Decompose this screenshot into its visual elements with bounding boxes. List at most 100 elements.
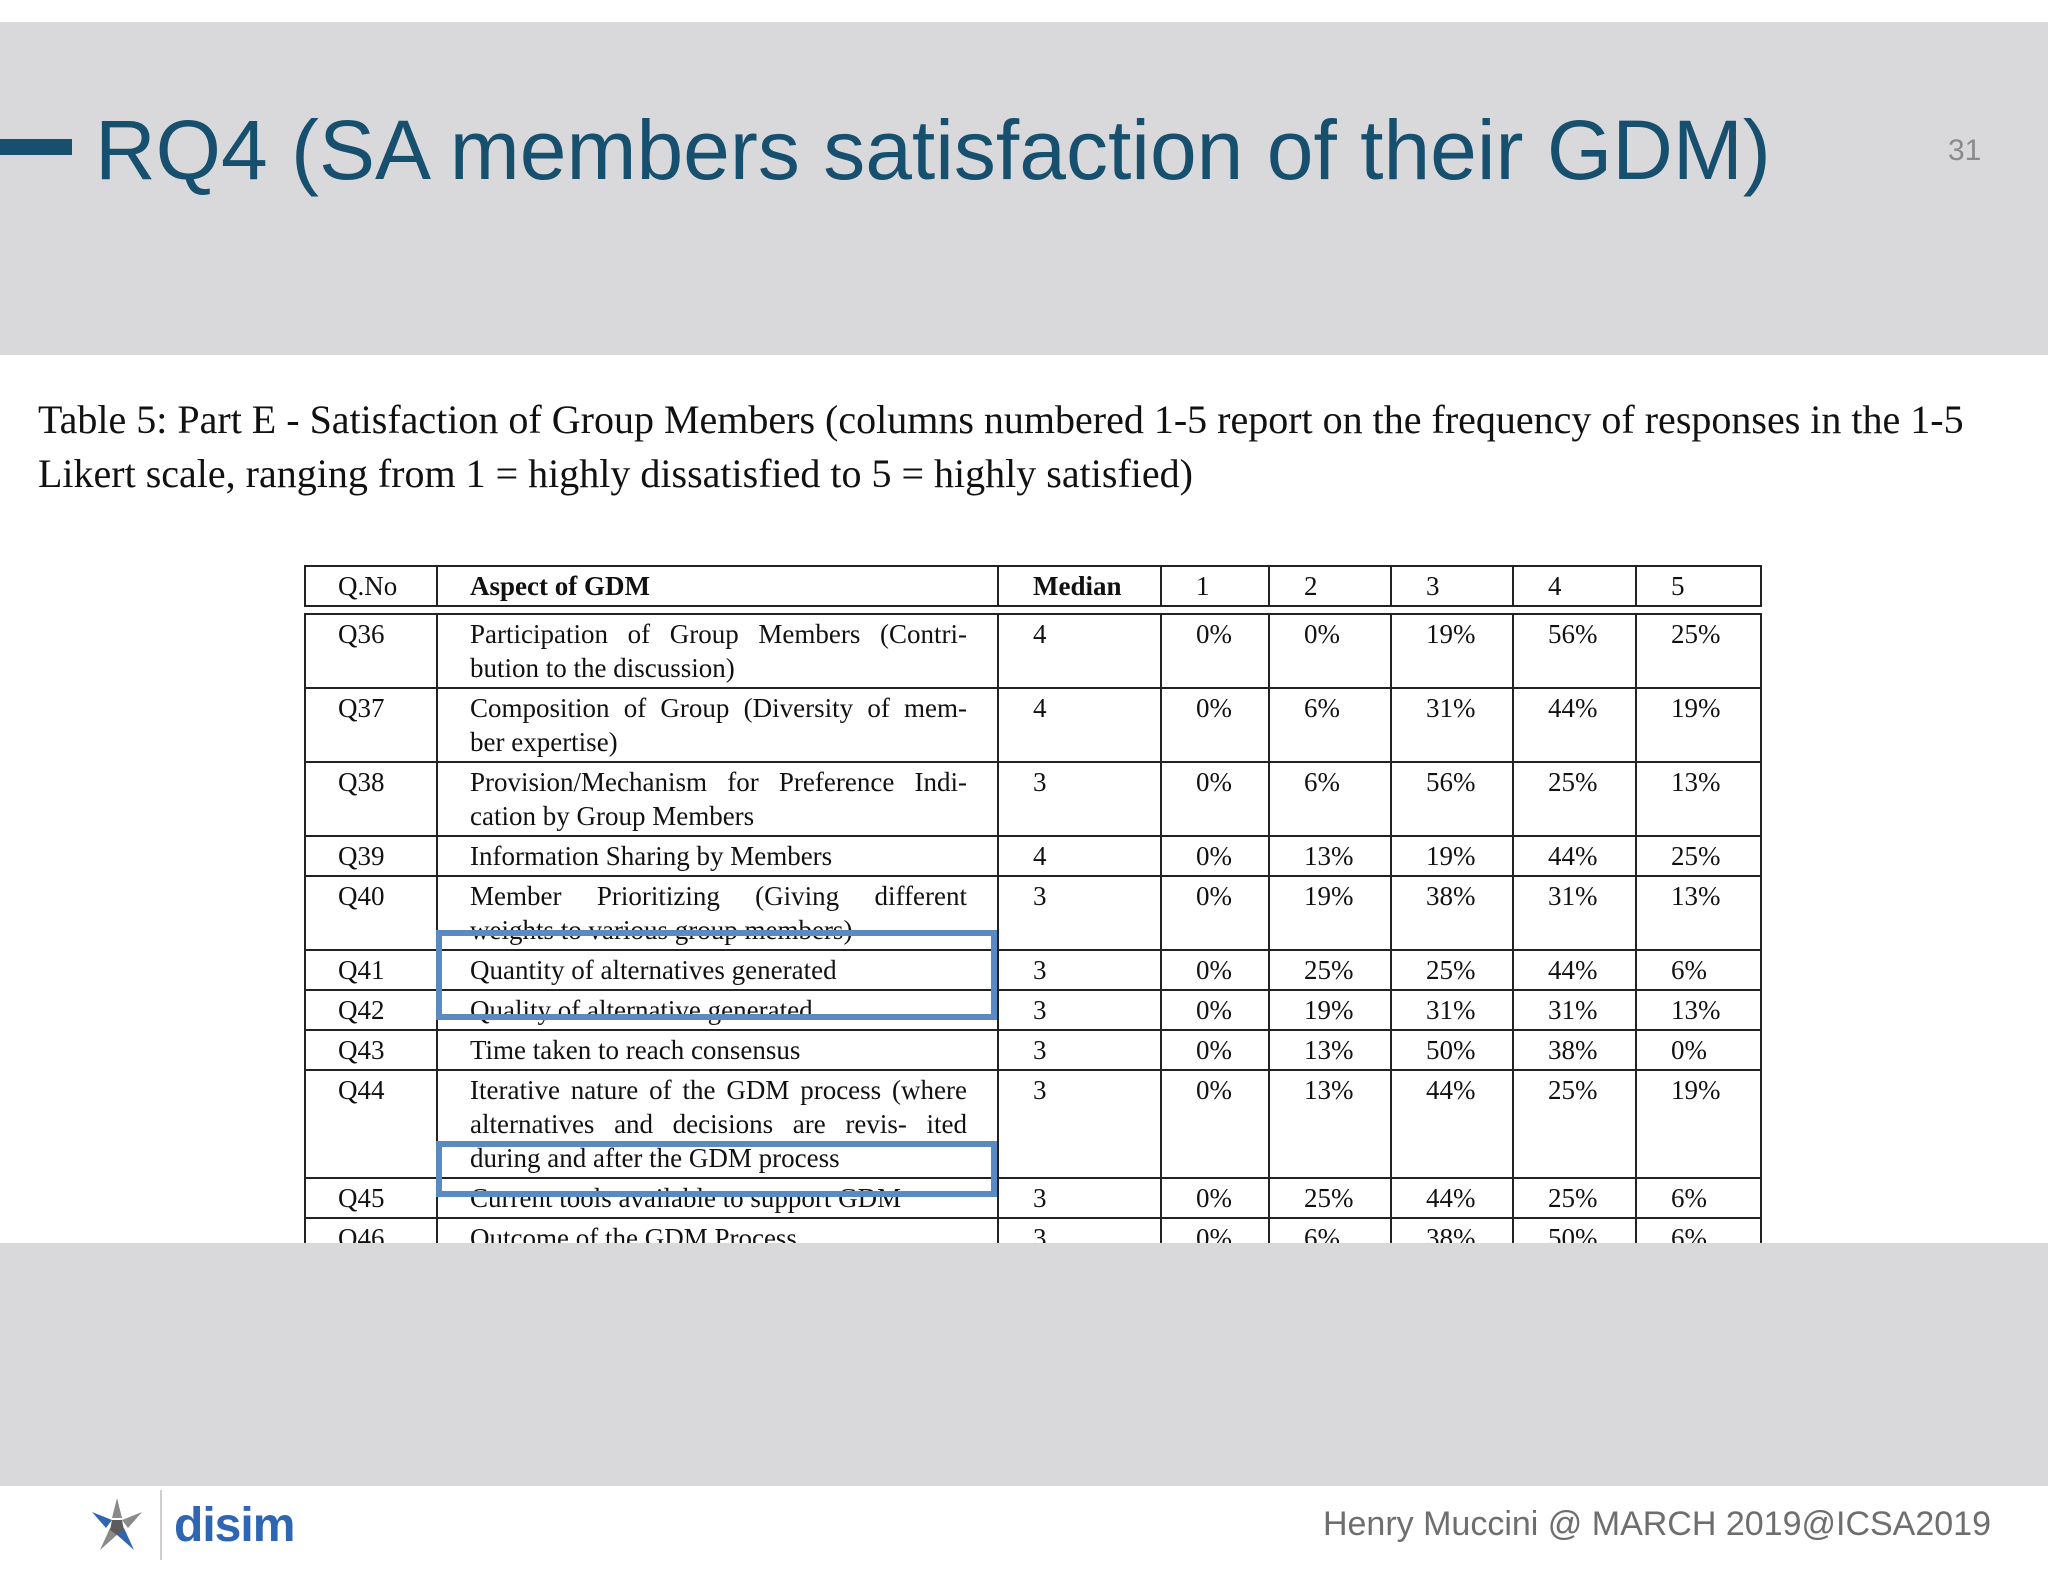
cell-qno: Q37 — [304, 687, 438, 763]
header-gap — [305, 605, 1761, 615]
header-likert-2: 2 — [1268, 565, 1392, 607]
satisfaction-table-wrapper: Q.No Aspect of GDM Median 1 2 3 4 5 Q36 … — [304, 565, 1762, 1259]
header-likert-5: 5 — [1635, 565, 1762, 607]
cell-median: 3 — [997, 1177, 1162, 1219]
cell-pct-2: 6% — [1268, 687, 1392, 763]
cell-qno: Q45 — [304, 1177, 438, 1219]
header-qno: Q.No — [304, 565, 438, 607]
cell-pct-4: 44% — [1512, 687, 1637, 763]
cell-pct-3: 25% — [1390, 949, 1514, 991]
cell-qno: Q42 — [304, 989, 438, 1031]
cell-pct-3: 50% — [1390, 1029, 1514, 1071]
table-caption: Table 5: Part E - Satisfaction of Group … — [38, 397, 1964, 496]
cell-pct-5: 0% — [1635, 1029, 1762, 1071]
cell-aspect: Provision/Mechanism for Preference Indi-… — [436, 761, 999, 837]
highlight-box-q41-q42 — [436, 930, 997, 1020]
cell-pct-2: 13% — [1268, 1029, 1392, 1071]
cell-pct-4: 56% — [1512, 613, 1637, 689]
cell-median: 3 — [997, 989, 1162, 1031]
cell-pct-4: 31% — [1512, 875, 1637, 951]
table-row: Q43 Time taken to reach consensus 3 0% 1… — [304, 1029, 1762, 1071]
cell-qno: Q38 — [304, 761, 438, 837]
cell-median: 3 — [997, 761, 1162, 837]
table-row: Q40 Member Prioritizing (Giving differen… — [304, 875, 1762, 951]
cell-pct-1: 0% — [1160, 1069, 1270, 1179]
cell-pct-2: 13% — [1268, 1069, 1392, 1179]
cell-pct-5: 25% — [1635, 613, 1762, 689]
cell-pct-1: 0% — [1160, 875, 1270, 951]
cell-aspect: Quantity of alternatives generated — [436, 949, 999, 991]
table-header-row: Q.No Aspect of GDM Median 1 2 3 4 5 — [304, 565, 1762, 607]
cell-pct-4: 25% — [1512, 1177, 1637, 1219]
header-likert-3: 3 — [1390, 565, 1514, 607]
cell-pct-2: 25% — [1268, 1177, 1392, 1219]
logo-divider — [160, 1490, 162, 1560]
cell-median: 3 — [997, 875, 1162, 951]
cell-pct-2: 13% — [1268, 835, 1392, 877]
cell-median: 4 — [997, 613, 1162, 689]
header-likert-1: 1 — [1160, 565, 1270, 607]
cell-aspect: Iterative nature of the GDM process (whe… — [436, 1069, 999, 1179]
cell-qno: Q36 — [304, 613, 438, 689]
cell-aspect: Time taken to reach consensus — [436, 1029, 999, 1071]
table-row: Q42 Quality of alternative generated 3 0… — [304, 989, 1762, 1031]
cell-qno: Q40 — [304, 875, 438, 951]
cell-pct-4: 44% — [1512, 835, 1637, 877]
cell-median: 3 — [997, 1029, 1162, 1071]
cell-pct-1: 0% — [1160, 1029, 1270, 1071]
cell-pct-2: 25% — [1268, 949, 1392, 991]
cell-pct-1: 0% — [1160, 949, 1270, 991]
cell-pct-5: 13% — [1635, 875, 1762, 951]
cell-median: 4 — [997, 687, 1162, 763]
cell-pct-3: 38% — [1390, 875, 1514, 951]
cell-aspect: Composition of Group (Diversity of mem- … — [436, 687, 999, 763]
cell-pct-2: 19% — [1268, 875, 1392, 951]
cell-aspect: Current tools available to support GDM — [436, 1177, 999, 1219]
cell-pct-1: 0% — [1160, 989, 1270, 1031]
header-aspect: Aspect of GDM — [436, 565, 999, 607]
table-row: Q36 Participation of Group Members (Cont… — [304, 613, 1762, 689]
top-strip — [0, 0, 2048, 22]
cell-pct-2: 6% — [1268, 761, 1392, 837]
slide-title: RQ4 (SA members satisfaction of their GD… — [95, 103, 1771, 197]
cell-median: 3 — [997, 949, 1162, 991]
satisfaction-table: Q.No Aspect of GDM Median 1 2 3 4 5 Q36 … — [304, 565, 1762, 1259]
cell-pct-3: 56% — [1390, 761, 1514, 837]
cell-aspect: Information Sharing by Members — [436, 835, 999, 877]
cell-pct-5: 6% — [1635, 949, 1762, 991]
header-median: Median — [997, 565, 1162, 607]
cell-pct-4: 25% — [1512, 1069, 1637, 1179]
cell-qno: Q43 — [304, 1029, 438, 1071]
table-row: Q39 Information Sharing by Members 4 0% … — [304, 835, 1762, 877]
cell-pct-2: 19% — [1268, 989, 1392, 1031]
slide-number: 31 — [1948, 134, 1982, 167]
table-row: Q38 Provision/Mechanism for Preference I… — [304, 761, 1762, 837]
cell-pct-3: 44% — [1390, 1177, 1514, 1219]
cell-pct-4: 31% — [1512, 989, 1637, 1031]
disim-logo: disim — [86, 1490, 295, 1560]
cell-pct-4: 38% — [1512, 1029, 1637, 1071]
title-accent-bar — [0, 139, 72, 155]
cell-qno: Q39 — [304, 835, 438, 877]
table-row: Q41 Quantity of alternatives generated 3… — [304, 949, 1762, 991]
table-row: Q44 Iterative nature of the GDM process … — [304, 1069, 1762, 1179]
table-row: Q45 Current tools available to support G… — [304, 1177, 1762, 1219]
logo-text: disim — [174, 1498, 295, 1552]
footer-credit: Henry Muccini @ MARCH 2019@ICSA2019 — [1322, 1505, 1991, 1543]
cell-pct-5: 13% — [1635, 989, 1762, 1031]
header-band — [0, 22, 2048, 355]
cell-pct-3: 31% — [1390, 989, 1514, 1031]
cell-pct-5: 13% — [1635, 761, 1762, 837]
cell-pct-1: 0% — [1160, 835, 1270, 877]
cell-pct-3: 31% — [1390, 687, 1514, 763]
header-likert-4: 4 — [1512, 565, 1637, 607]
cell-pct-1: 0% — [1160, 613, 1270, 689]
cell-aspect: Quality of alternative generated — [436, 989, 999, 1031]
cell-pct-2: 0% — [1268, 613, 1392, 689]
cell-pct-1: 0% — [1160, 687, 1270, 763]
cell-pct-5: 19% — [1635, 687, 1762, 763]
cell-pct-3: 44% — [1390, 1069, 1514, 1179]
cell-pct-5: 6% — [1635, 1177, 1762, 1219]
table-body: Q36 Participation of Group Members (Cont… — [304, 605, 1762, 1259]
cell-pct-5: 19% — [1635, 1069, 1762, 1179]
